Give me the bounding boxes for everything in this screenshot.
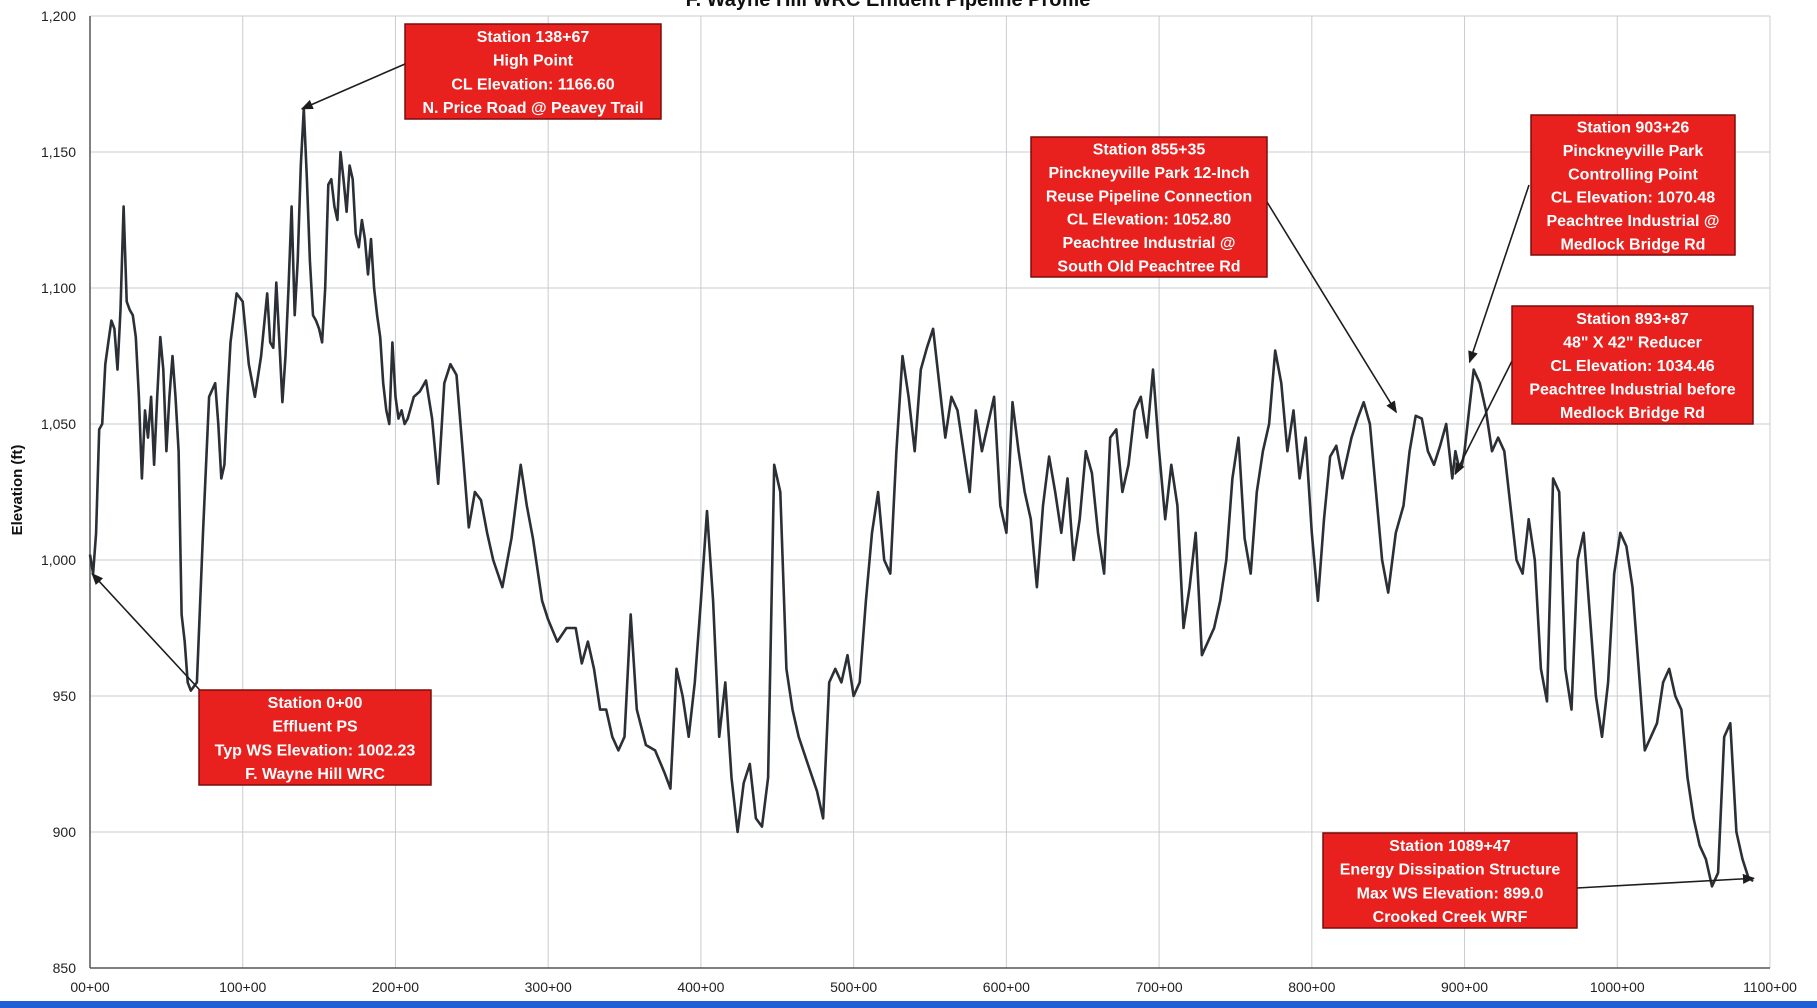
x-tick-label: 00+00	[70, 979, 110, 995]
annotation-line: Pinckneyville Park	[1563, 143, 1704, 160]
annotation-line: Effluent PS	[272, 719, 358, 736]
y-tick-label: 950	[53, 688, 77, 704]
annotation-line: Controlling Point	[1568, 166, 1698, 183]
x-tick-label: 600+00	[983, 979, 1030, 995]
annotation-arrows	[91, 63, 1755, 889]
annotation-box-bg	[198, 689, 432, 786]
annotation-line: Peachtree Industrial before	[1529, 382, 1735, 399]
x-tick-label: 200+00	[372, 979, 419, 995]
annotation-line: Station 0+00	[268, 695, 363, 712]
annotation-line: Station 855+35	[1093, 142, 1206, 159]
x-tick-label: 900+00	[1441, 979, 1488, 995]
series-group	[88, 107, 1754, 888]
x-tick-label: 1100+00	[1743, 979, 1797, 995]
annotation-arrow	[91, 572, 210, 701]
annotation-arrow	[300, 63, 406, 110]
chart-title: F. Wayne Hill WRC Effluent Pipeline Prof…	[686, 0, 1091, 11]
x-tick-label: 500+00	[830, 979, 877, 995]
x-tick-label: 300+00	[525, 979, 572, 995]
annotation-arrow	[1266, 201, 1398, 414]
annotation-box-bg	[404, 23, 662, 120]
annotation-box-bg	[1511, 305, 1754, 425]
annotation-line: Medlock Bridge Rd	[1560, 405, 1705, 422]
y-tick-label: 1,000	[41, 552, 76, 568]
annotation-line: Station 138+67	[477, 29, 590, 46]
annotation-line: Pinckneyville Park 12-Inch	[1049, 165, 1250, 182]
x-tick-label: 100+00	[219, 979, 266, 995]
y-tick-labels: 850 900 950 1,000 1,050 1,100 1,150 1,200	[41, 8, 76, 976]
annotation-box: Station 1089+47 Energy Dissipation Struct…	[1322, 832, 1578, 929]
y-axis-label: Elevation (ft)	[9, 445, 26, 536]
x-tick-labels: 00+00 100+00 200+00 300+00 400+00 500+00 600+0…	[70, 979, 1797, 995]
annotation-line: Medlock Bridge Rd	[1561, 236, 1706, 253]
annotation-line: Crooked Creek WRF	[1373, 909, 1528, 926]
annotation-line: CL Elevation: 1166.60	[451, 76, 614, 93]
x-tick-label: 1000+00	[1590, 979, 1645, 995]
annotation-line: CL Elevation: 1070.48	[1551, 190, 1715, 207]
y-tick-label: 850	[53, 960, 77, 976]
annotation-box-bg	[1322, 832, 1578, 929]
y-tick-label: 1,200	[41, 8, 76, 24]
annotation-arrow	[1468, 184, 1530, 364]
axes	[89, 16, 1770, 969]
annotation-box: Station 903+26 Pinckneyville Park Controll…	[1530, 114, 1736, 256]
annotation-line: Reuse Pipeline Connection	[1046, 188, 1252, 205]
annotation-line: Peachtree Industrial @	[1063, 235, 1236, 252]
y-tick-label: 1,100	[41, 280, 76, 296]
annotation-line: Station 1089+47	[1389, 838, 1511, 855]
annotation-box-bg	[1030, 136, 1268, 278]
annotation-line: CL Elevation: 1052.80	[1067, 212, 1231, 229]
annotation-line: Peachtree Industrial @	[1547, 213, 1720, 230]
series-line	[88, 107, 1754, 888]
annotations: Station 0+00 Effluent PS Typ WS Elevation:…	[198, 23, 1754, 929]
annotation-line: CL Elevation: 1034.46	[1550, 358, 1714, 375]
annotation-line: Station 903+26	[1577, 120, 1690, 137]
annotation-line: Energy Dissipation Structure	[1340, 862, 1561, 879]
annotation-line: Typ WS Elevation: 1002.23	[215, 742, 416, 759]
bottom-bar	[0, 1001, 1817, 1008]
annotation-line: 48" X 42" Reducer	[1563, 334, 1702, 351]
y-tick-label: 1,150	[41, 144, 76, 160]
annotation-arrow	[1576, 873, 1755, 889]
annotation-line: South Old Peachtree Rd	[1057, 258, 1240, 275]
annotation-arrow	[1454, 360, 1513, 476]
annotation-box: Station 855+35 Pinckneyville Park 12-Inch…	[1030, 136, 1268, 278]
y-tick-label: 1,050	[41, 416, 76, 432]
y-tick-label: 900	[53, 824, 77, 840]
x-tick-label: 800+00	[1288, 979, 1335, 995]
annotation-line: F. Wayne Hill WRC	[245, 766, 385, 783]
x-tick-label: 700+00	[1136, 979, 1183, 995]
annotation-line: Station 893+87	[1576, 311, 1689, 328]
annotation-box: Station 893+87 48" X 42" Reducer CL Elevat…	[1511, 305, 1754, 425]
annotation-box: Station 0+00 Effluent PS Typ WS Elevation:…	[198, 689, 432, 786]
annotation-box-bg	[1530, 114, 1736, 256]
annotation-line: High Point	[493, 53, 574, 70]
annotation-line: N. Price Road @ Peavey Trail	[422, 100, 643, 117]
x-tick-label: 400+00	[677, 979, 724, 995]
annotation-box: Station 138+67 High Point CL Elevation: 11…	[404, 23, 662, 120]
annotation-line: Max WS Elevation: 899.0	[1357, 885, 1544, 902]
